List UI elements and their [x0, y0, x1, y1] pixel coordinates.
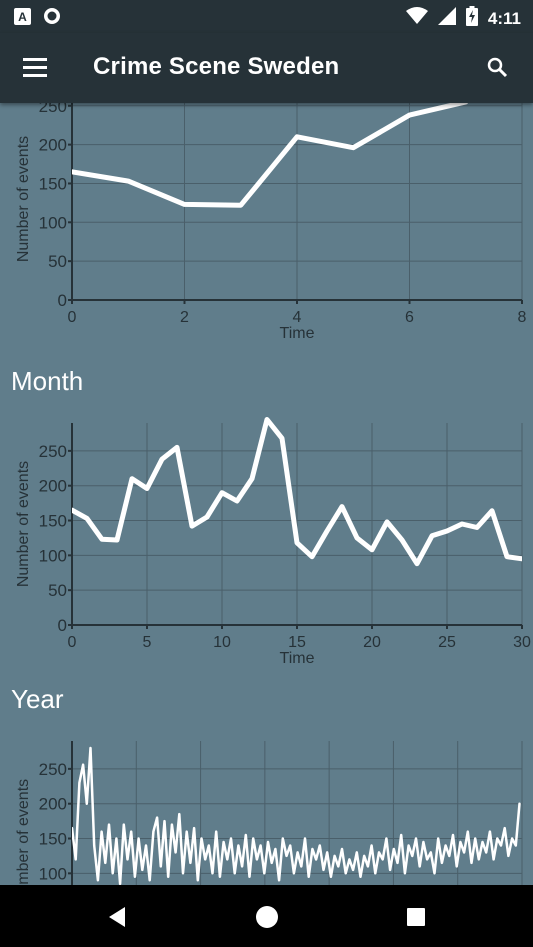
- y-tick-label: 50: [48, 581, 67, 600]
- day-chart: 0 50 100 150 200 250 0 2 4 6 8 Time Number of events: [15, 103, 527, 338]
- y-tick-label: 150: [39, 512, 67, 531]
- svg-text:A: A: [18, 10, 27, 24]
- y-tick-label: 200: [39, 477, 67, 496]
- y-tick-label: 150: [39, 174, 67, 193]
- x-tick-label: 10: [213, 634, 231, 651]
- y-tick-label: 100: [39, 213, 67, 232]
- x-tick-label: 5: [143, 634, 152, 651]
- chart-list[interactable]: 0 50 100 150 200 250 0 2 4 6 8 Time Number of events…: [0, 103, 533, 885]
- search-icon[interactable]: [485, 55, 511, 81]
- x-tick-label: 0: [68, 309, 77, 326]
- back-icon[interactable]: [103, 902, 133, 932]
- y-tick-label: 200: [39, 136, 67, 155]
- y-axis-label: Number of events: [15, 136, 32, 262]
- y-tick-label: 250: [39, 760, 67, 779]
- x-tick-label: 8: [518, 309, 527, 326]
- hamburger-menu-icon[interactable]: [18, 53, 54, 83]
- x-tick-label: 2: [180, 309, 189, 326]
- series-line: [72, 417, 522, 567]
- y-tick-label: 250: [39, 442, 67, 461]
- y-tick-label: 100: [39, 546, 67, 565]
- battery-charging-icon: [465, 6, 478, 31]
- y-tick-label: 0: [58, 291, 67, 310]
- recents-icon[interactable]: [401, 902, 431, 932]
- year-chart: 100 150 200 250 Number of events: [15, 741, 523, 885]
- x-tick-label: 0: [68, 634, 77, 651]
- wifi-icon: [405, 7, 428, 30]
- y-tick-label: 100: [39, 864, 67, 883]
- month-chart: 0 50 100 150 200 250 0 5 10 15 20 25 30 Time Number of…: [15, 417, 531, 663]
- app-title: Crime Scene Sweden: [93, 53, 340, 80]
- y-tick-label: 150: [39, 830, 67, 849]
- x-tick-label: 20: [363, 634, 381, 651]
- y-axis-label: Number of events: [15, 779, 32, 885]
- series-line: [72, 103, 469, 208]
- x-tick-label: 6: [405, 309, 414, 326]
- section-title-year: Year: [11, 684, 64, 714]
- signal-icon: [437, 7, 456, 30]
- home-icon[interactable]: [252, 902, 282, 932]
- x-tick-label: 4: [293, 309, 302, 326]
- x-tick-label: 15: [288, 634, 306, 651]
- notification-a-icon: A: [14, 7, 31, 30]
- y-tick-label: 200: [39, 795, 67, 814]
- status-clock: 4:11: [487, 8, 521, 28]
- x-axis-label: Time: [280, 650, 315, 663]
- navigation-bar: [0, 885, 533, 947]
- y-tick-label: 50: [48, 252, 67, 271]
- section-title-month: Month: [11, 366, 84, 396]
- app-bar: Crime Scene Sweden: [0, 33, 533, 103]
- x-tick-label: 30: [513, 634, 531, 651]
- y-axis-label: Number of events: [15, 461, 32, 587]
- x-axis-label: Time: [280, 325, 315, 338]
- sync-circle-icon: [43, 7, 61, 30]
- series-line: [72, 746, 521, 885]
- y-tick-label: 0: [58, 616, 67, 635]
- status-bar: A 4:11: [0, 0, 533, 33]
- x-tick-label: 25: [438, 634, 456, 651]
- y-tick-label: 250: [39, 103, 67, 116]
